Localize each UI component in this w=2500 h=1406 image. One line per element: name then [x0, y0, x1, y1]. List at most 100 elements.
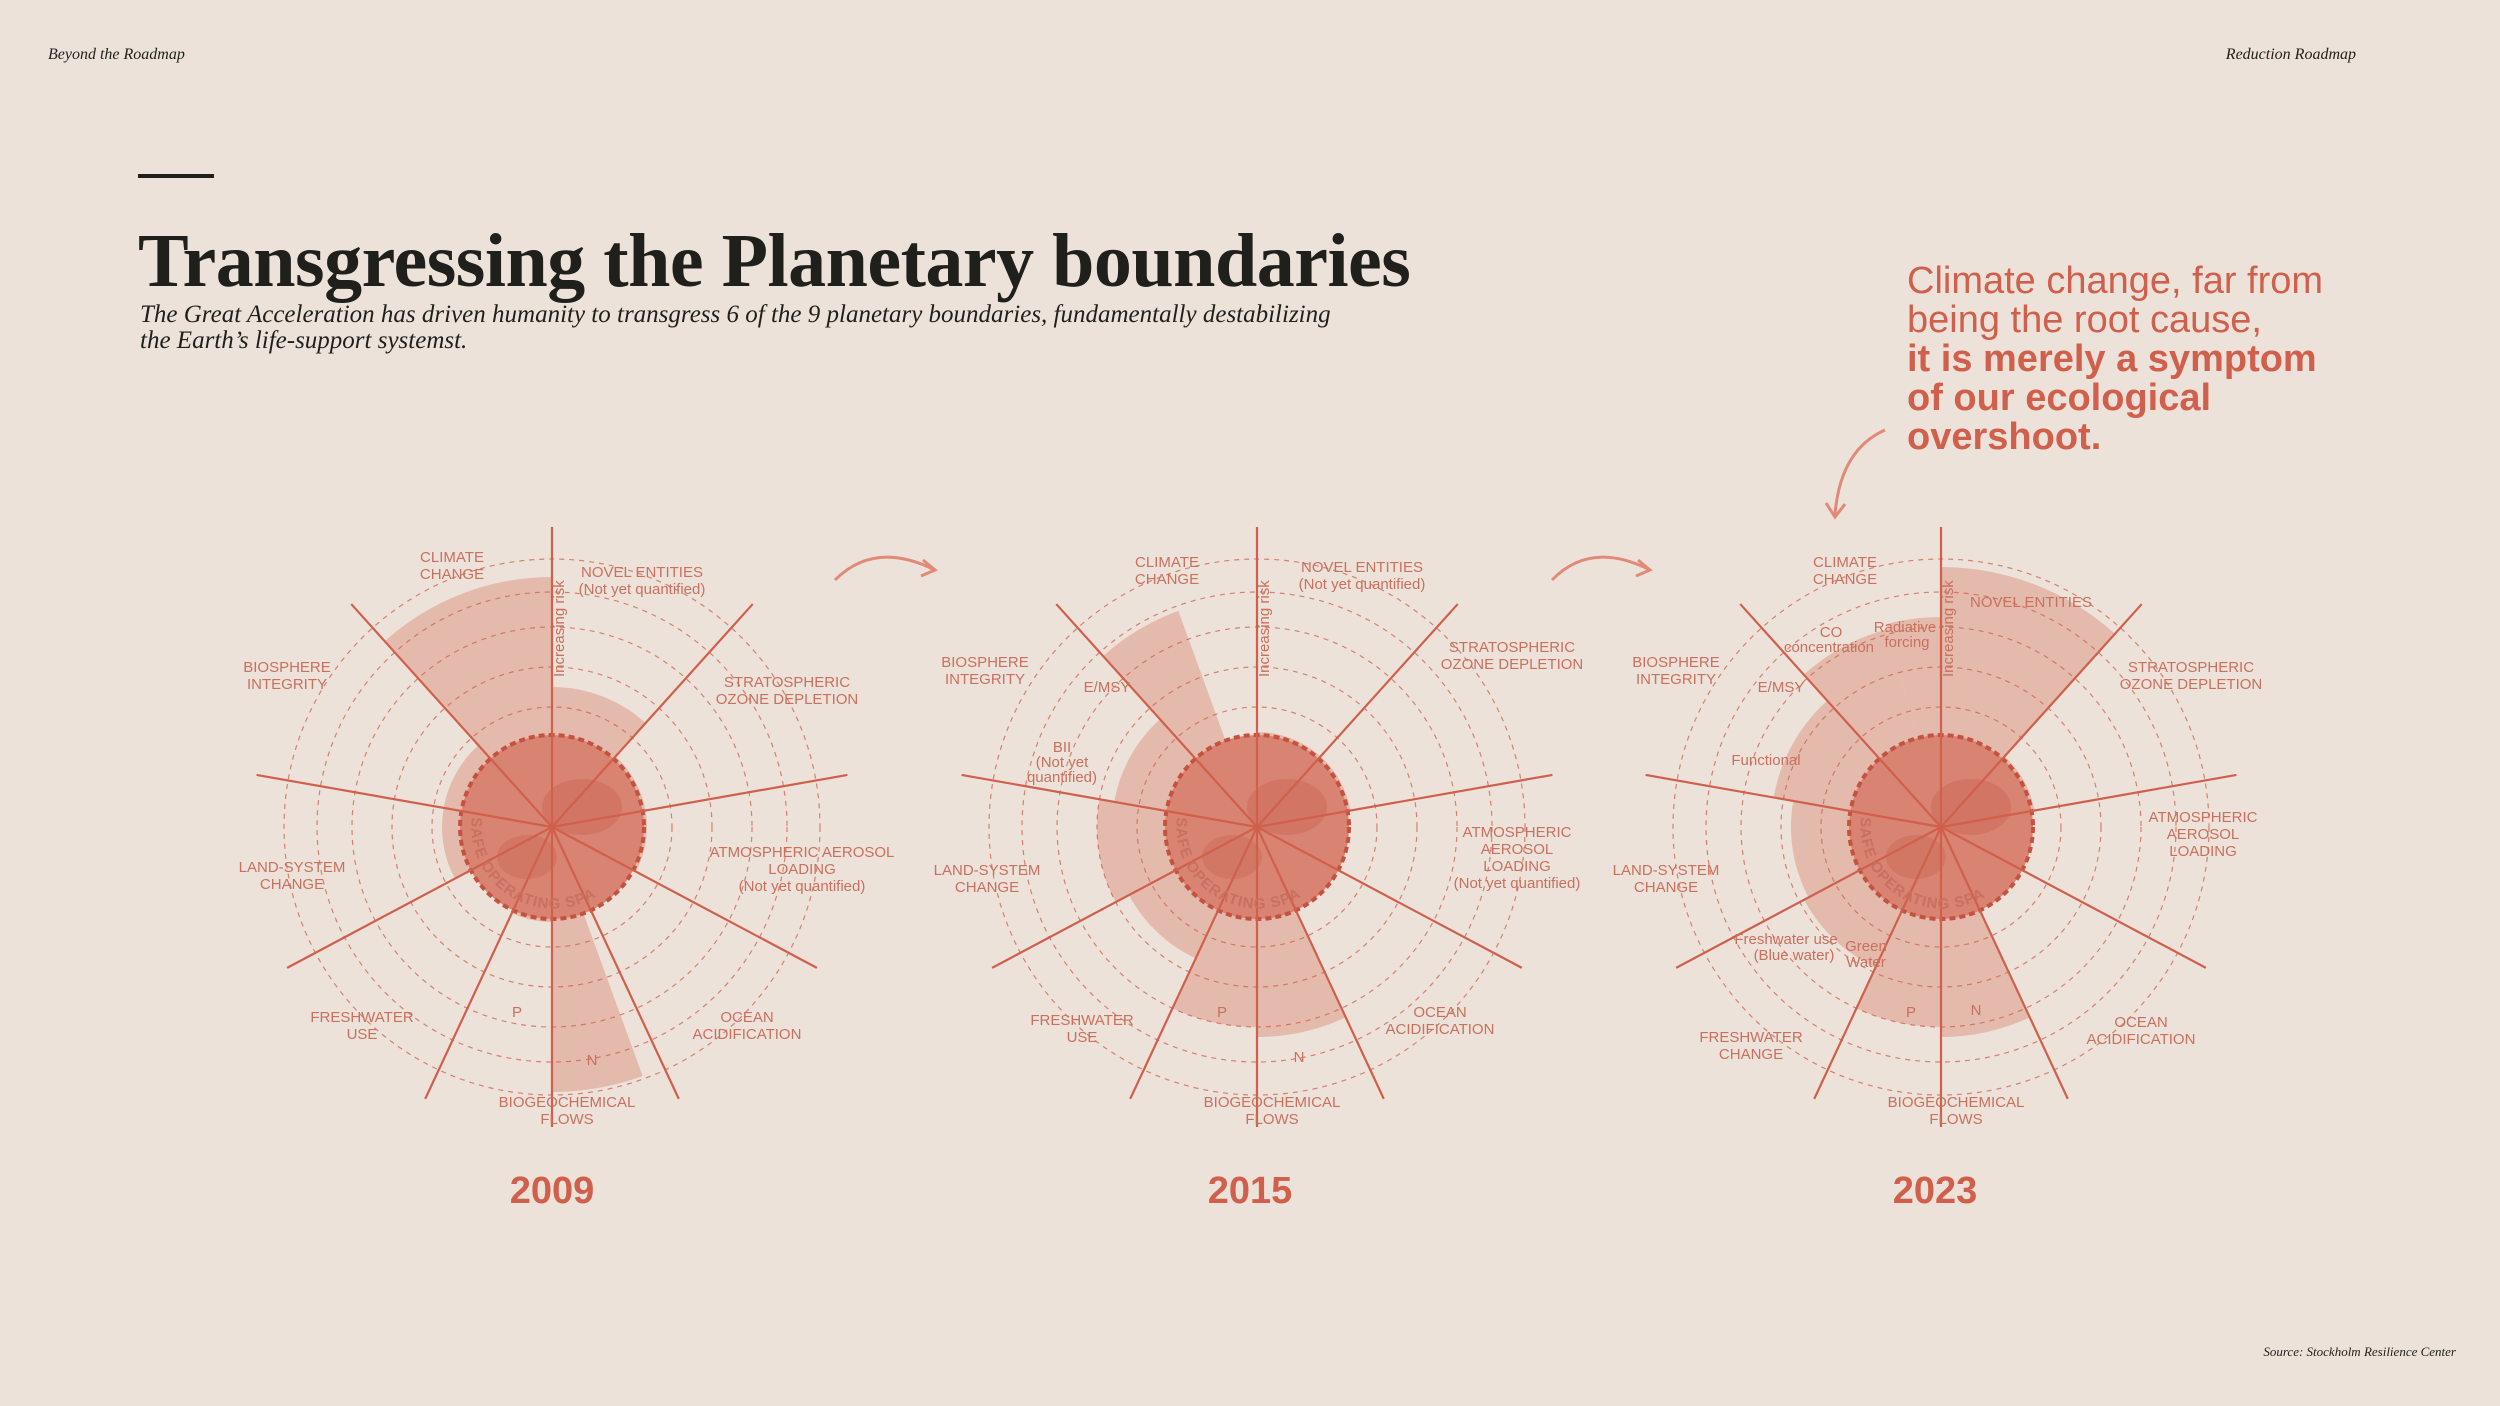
- boundary-label-ocean: OCEAN ACIDIFICATION: [1386, 1004, 1495, 1038]
- risk-ring-2023-3: [1705, 591, 2177, 1063]
- sub-label-2023: Functional: [1731, 752, 1800, 769]
- boundary-spoke-2015-3: [1256, 826, 1523, 969]
- continent-shape-2023: [1886, 835, 1946, 879]
- boundary-spoke-2015-9: [1055, 603, 1258, 828]
- sub-label-2023: Freshwater use: [1734, 931, 1837, 948]
- curved-arrow-icon: [1833, 428, 1886, 516]
- boundary-label-land: LAND-SYSTEM CHANGE: [239, 859, 346, 893]
- safe-space-label-2015: SAFE OPERATING SPACE: [0, 0, 1304, 913]
- arrow-head-icon: [1824, 502, 1847, 520]
- boundary-spoke-2015-2: [1256, 773, 1553, 829]
- boundary-label-fresh: FRESHWATER USE: [310, 1009, 413, 1043]
- boundary-label-novel: NOVEL ENTITIES (Not yet quantified): [1299, 559, 1426, 593]
- sub-label-2023: P: [1906, 1004, 1916, 1021]
- callout-bold-2: of our ecological: [1907, 377, 2212, 419]
- boundary-spoke-2009-2: [551, 773, 848, 829]
- axis-note-2015: Increasing risk: [1256, 580, 1273, 677]
- sub-label-2023: concentration: [1784, 639, 1874, 656]
- boundary-label-climate: CLIMATE CHANGE: [1813, 554, 1877, 588]
- boundary-spoke-2015-1: [1256, 603, 1459, 828]
- risk-ring-2009-0: [431, 706, 673, 948]
- boundary-label-bio: BIOSPHERE INTEGRITY: [941, 654, 1029, 688]
- continent-shape-2023: [1931, 779, 2011, 835]
- callout: Climate change, far from being the root …: [1907, 262, 2427, 457]
- boundary-spoke-2023-7: [1675, 826, 1942, 969]
- boundary-spoke-2009-7: [286, 826, 553, 969]
- boundary-label-aerosol: ATMOSPHERIC AEROSOL LOADING: [2149, 809, 2258, 860]
- sub-label-2023: Green: [1845, 938, 1887, 955]
- boundary-label-ocean: OCEAN ACIDIFICATION: [693, 1009, 802, 1043]
- arrow-head-icon: [1635, 558, 1653, 578]
- boundary-label-fresh: FRESHWATER USE: [1030, 1012, 1133, 1046]
- header-right: Reduction Roadmap: [2225, 46, 2356, 63]
- boundary-spoke-2015-8: [961, 773, 1258, 829]
- boundary-label-biogeo: BIOGEOCHEMICAL FLOWS: [499, 1094, 636, 1128]
- boundary-label-bio: BIOSPHERE INTEGRITY: [243, 659, 331, 693]
- boundary-spoke-2023-4: [1940, 826, 2069, 1100]
- boundary-spoke-2023-1: [1940, 603, 2143, 828]
- callout-bold-3: overshoot.: [1907, 416, 2102, 458]
- boundary-label-climate: CLIMATE CHANGE: [1135, 554, 1199, 588]
- sub-label-2023: Radiative: [1874, 619, 1937, 636]
- continent-shape-2009: [542, 779, 622, 835]
- page-title: Transgressing the Planetary boundaries: [138, 219, 1411, 303]
- sub-label-2023: E/MSY: [1758, 679, 1805, 696]
- boundary-label-biogeo: BIOGEOCHEMICAL FLOWS: [1888, 1094, 2025, 1128]
- arrow-head-icon: [920, 558, 938, 578]
- risk-ring-2015-3: [1021, 591, 1493, 1063]
- header-left: Beyond the Roadmap: [48, 46, 185, 63]
- boundary-label-fresh: FRESHWATER CHANGE: [1699, 1029, 1802, 1063]
- risk-ring-2015-0: [1136, 706, 1378, 948]
- curved-arrow-icon: [1550, 555, 1651, 582]
- sub-label-2023: forcing: [1884, 634, 1929, 651]
- boundary-label-ozone: STRATOSPHERIC OZONE DEPLETION: [716, 674, 859, 708]
- risk-ring-2023-0: [1820, 706, 2062, 948]
- continent-shape-2009: [497, 835, 557, 879]
- continent-shape-2015: [1202, 835, 1262, 879]
- sub-label-2015: E/MSY: [1084, 679, 1131, 696]
- sub-label-2023: (Blue water): [1754, 947, 1835, 964]
- year-label-2009: 2009: [509, 1170, 595, 1212]
- boundary-label-novel: NOVEL ENTITIES (Not yet quantified): [579, 564, 706, 598]
- boundary-label-aerosol: ATMOSPHERIC AEROSOL LOADING (Not yet quanti…: [1454, 824, 1581, 892]
- boundary-spoke-2009-1: [551, 603, 754, 828]
- boundary-spoke-2015-6: [1129, 826, 1258, 1100]
- boundary-label-land: LAND-SYSTEM CHANGE: [934, 862, 1041, 896]
- year-label-2023: 2023: [1892, 1170, 1978, 1212]
- callout-line-1: Climate change, far from: [1907, 260, 2324, 302]
- boundary-spoke-2009-8: [256, 773, 553, 829]
- sub-label-2015: quantified): [1027, 769, 1097, 786]
- sub-label-2023: CO: [1820, 624, 1843, 641]
- boundary-label-aerosol: ATMOSPHERIC AEROSOL LOADING (Not yet quant…: [710, 844, 895, 895]
- risk-ring-2009-3: [316, 591, 788, 1063]
- boundary-label-land: LAND-SYSTEM CHANGE: [1613, 862, 1720, 896]
- callout-line-2: being the root cause,: [1907, 299, 2262, 341]
- boundary-spoke-2023-8: [1645, 773, 1942, 829]
- boundary-spoke-2009-9: [350, 603, 553, 828]
- boundary-spoke-2023-2: [1940, 773, 2237, 829]
- source-note: Source: Stockholm Resilience Center: [2263, 1344, 2456, 1359]
- year-label-2015: 2015: [1207, 1170, 1293, 1212]
- boundary-spoke-2009-6: [424, 826, 553, 1100]
- title-rule: [138, 174, 214, 178]
- sub-label-2015: (Not yet: [1036, 754, 1089, 771]
- boundary-label-ozone: STRATOSPHERIC OZONE DEPLETION: [2120, 659, 2263, 693]
- boundary-spoke-2023-3: [1940, 826, 2207, 969]
- boundary-label-ocean: OCEAN ACIDIFICATION: [2087, 1014, 2196, 1048]
- sub-label-2009: P: [512, 1004, 522, 1021]
- boundary-label-climate: CLIMATE CHANGE: [420, 549, 484, 583]
- boundary-spoke-2009-4: [551, 826, 680, 1100]
- boundary-spoke-2023-9: [1739, 603, 1942, 828]
- page-subtitle: The Great Acceleration has driven humani…: [140, 301, 1331, 354]
- boundary-spoke-2009-3: [551, 826, 818, 969]
- boundary-spoke-2015-4: [1256, 826, 1385, 1100]
- continent-shape-2015: [1247, 779, 1327, 835]
- sub-label-2015: N: [1294, 1049, 1305, 1066]
- sub-label-2015: BII: [1053, 739, 1071, 756]
- sub-label-2015: P: [1217, 1004, 1227, 1021]
- callout-bold-1: it is merely a symptom: [1907, 338, 2317, 380]
- boundary-label-novel: NOVEL ENTITIES: [1970, 594, 2092, 611]
- curved-arrow-icon: [833, 555, 936, 582]
- boundary-label-ozone: STRATOSPHERIC OZONE DEPLETION: [1441, 639, 1584, 673]
